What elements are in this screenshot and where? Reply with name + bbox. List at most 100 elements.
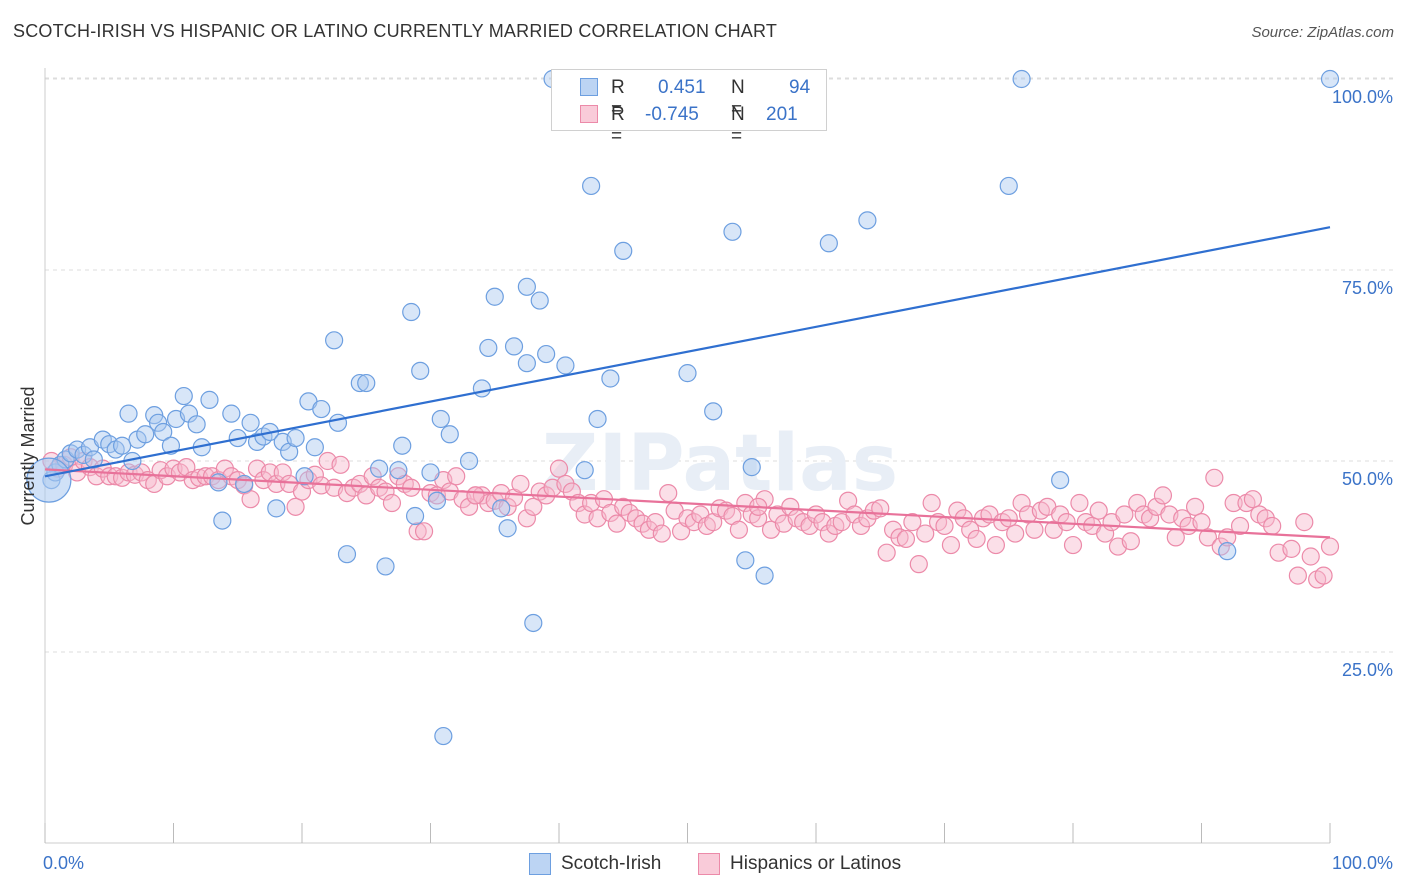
scotch-irish-point	[421, 463, 440, 482]
scotch-irish-point	[601, 369, 620, 388]
scotch-irish-point	[411, 361, 430, 380]
hispanics-point	[1192, 513, 1211, 532]
scotch-irish-point	[459, 451, 479, 471]
legend-label: Hispanics or Latinos	[730, 853, 902, 874]
scotch-irish-point	[427, 491, 447, 510]
blue-swatch	[580, 78, 598, 96]
hispanics-point	[1063, 535, 1083, 555]
scotch-irish-points	[26, 69, 1340, 746]
hispanics-point	[524, 497, 543, 516]
hispanics-point	[389, 467, 408, 486]
scotch-irish-point	[389, 461, 408, 480]
hispanics-point	[331, 455, 350, 474]
hispanics-point	[607, 514, 626, 533]
hispanics-point	[1012, 493, 1031, 513]
hispanics-point	[408, 522, 427, 541]
x-tick-label: 0.0%	[43, 853, 84, 873]
scotch-irish-point	[858, 211, 877, 230]
scotch-irish-point	[357, 373, 376, 393]
hispanics-point	[1263, 516, 1282, 536]
scotch-irish-point	[678, 364, 697, 383]
scotch-irish-point	[556, 356, 575, 375]
hispanics-point	[1185, 497, 1205, 516]
scotch-irish-point	[517, 277, 536, 296]
scotch-irish-point	[376, 557, 395, 576]
blue-swatch	[529, 853, 551, 875]
scotch-irish-point	[485, 287, 504, 306]
hispanics-point	[414, 522, 434, 541]
hispanics-trend-line	[44, 468, 1331, 539]
hispanics-point	[890, 528, 909, 547]
scotch-irish-point	[200, 390, 219, 409]
scotch-irish-point	[402, 302, 421, 322]
hispanics-point	[286, 497, 305, 516]
hispanics-point	[652, 524, 671, 543]
scotch-irish-point	[405, 506, 425, 526]
scotch-irish-point	[148, 413, 168, 432]
n-value: 94	[789, 77, 811, 98]
scotch-irish-point	[431, 409, 450, 429]
scotch-irish-point	[479, 338, 498, 358]
hispanics-point	[1314, 566, 1333, 585]
scotch-irish-point	[498, 519, 517, 538]
hispanics-point	[659, 483, 678, 503]
hispanics-point	[922, 493, 941, 513]
scotch-irish-point	[755, 566, 774, 585]
scotch-irish-point	[328, 413, 348, 432]
hispanics-point	[241, 490, 260, 509]
scotch-irish-point	[305, 438, 324, 457]
scotch-irish-point	[286, 428, 305, 448]
scotch-irish-point	[267, 499, 286, 518]
scotch-irish-point	[524, 613, 543, 633]
hispanics-point	[466, 486, 485, 505]
correlation-legend: R = 0.451 N = 94 R = -0.745 N = 201	[551, 69, 827, 147]
hispanics-point	[1243, 490, 1263, 509]
scotch-irish-point	[337, 545, 357, 564]
hispanics-point	[267, 474, 286, 494]
scotch-irish-point	[295, 467, 314, 486]
scotch-irish-point	[472, 379, 491, 398]
hispanics-point	[941, 535, 961, 555]
scotch-irish-point	[819, 234, 838, 253]
scotch-irish-point	[136, 425, 155, 444]
hispanics-points	[42, 448, 1340, 589]
y-tick-label: 100.0%	[1332, 87, 1393, 107]
watermark: ZIPatlas	[542, 419, 898, 509]
hispanics-point	[1128, 493, 1147, 513]
scotch-irish-point	[614, 241, 633, 260]
r-value: 0.451	[658, 77, 706, 98]
hispanics-point	[646, 513, 665, 532]
n-label: N =	[731, 104, 745, 147]
r-label: R =	[611, 104, 625, 147]
r-value: -0.745	[645, 104, 699, 125]
hispanics-point	[1320, 537, 1340, 556]
hispanics-point	[1198, 528, 1218, 547]
hispanics-point	[1301, 547, 1320, 566]
scotch-irish-point	[112, 436, 132, 455]
y-tick-label: 75.0%	[1342, 278, 1393, 298]
scotch-irish-point	[704, 402, 723, 421]
scotch-irish-point	[1320, 69, 1340, 89]
scotch-irish-point	[588, 409, 607, 429]
scotch-irish-point	[187, 415, 206, 434]
hispanics-point	[1115, 505, 1134, 524]
n-label: N =	[731, 77, 745, 120]
hispanics-point	[819, 524, 838, 543]
hispanics-point	[999, 509, 1018, 528]
hispanics-point	[729, 520, 749, 539]
y-tick-label: 50.0%	[1342, 469, 1393, 489]
hispanics-point	[1288, 566, 1307, 585]
scotch-irish-point	[241, 413, 260, 432]
grid-layer	[45, 77, 1395, 653]
hispanics-point	[1173, 509, 1192, 528]
hispanics-point	[948, 501, 967, 520]
source-credit: Source: ZipAtlas.com	[1251, 24, 1394, 41]
scotch-irish-point	[350, 373, 369, 393]
hispanics-point	[1153, 486, 1173, 505]
scotch-irish-point	[235, 474, 254, 494]
scotch-irish-point	[492, 499, 511, 518]
hispanics-point	[549, 459, 569, 478]
hispanics-point	[1006, 524, 1025, 543]
r-label: R =	[611, 77, 625, 120]
